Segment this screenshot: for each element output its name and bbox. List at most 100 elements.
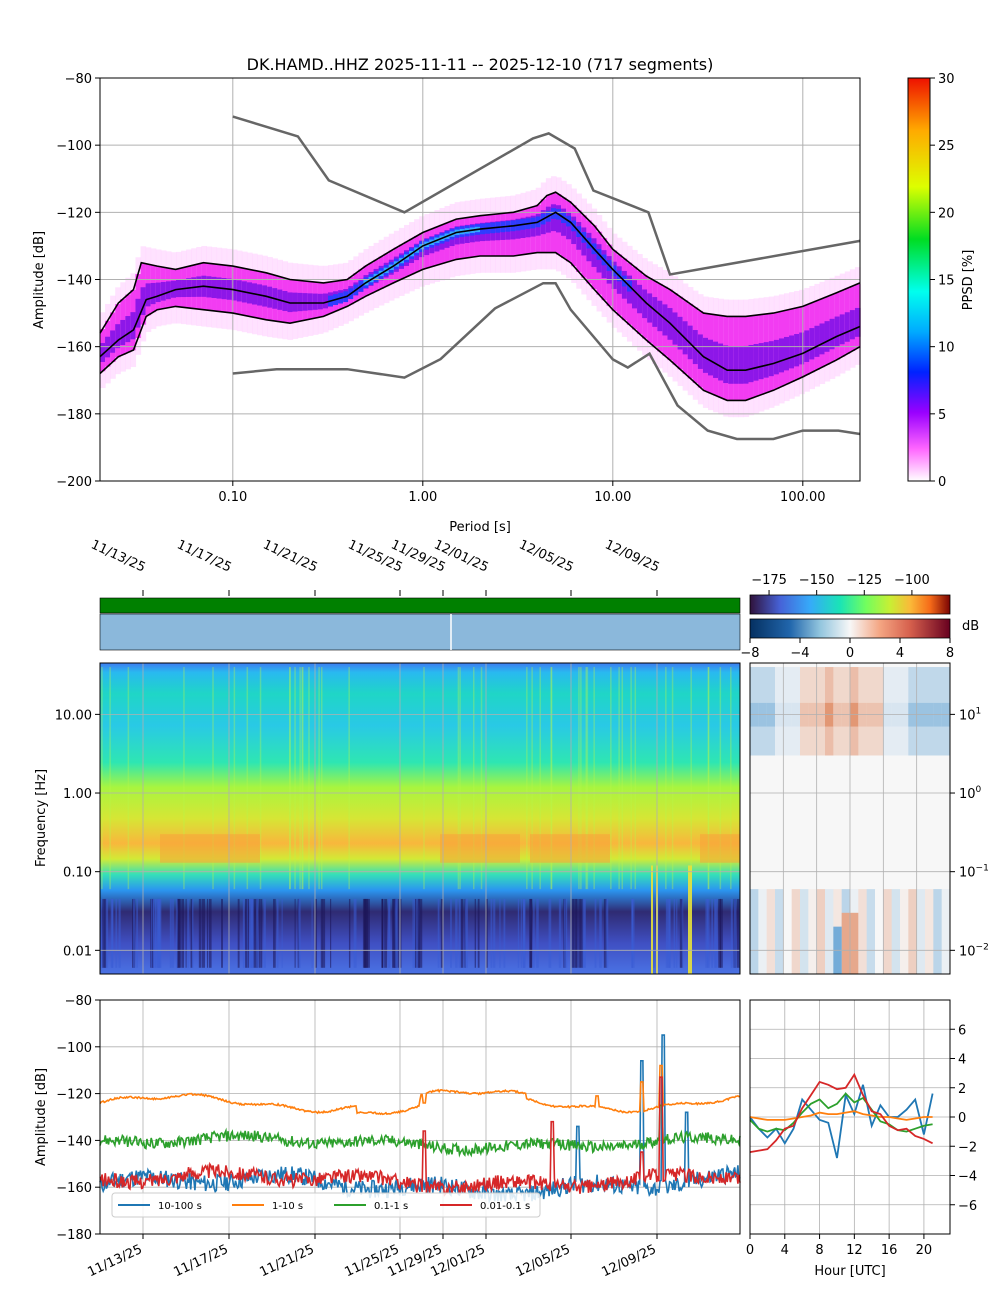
ppsd-cbar-tick-label: 0: [938, 475, 946, 490]
spectrogram-vertical-streak: [289, 667, 291, 890]
spectrogram-lowfreq-streak: [520, 898, 522, 968]
spectrogram-lowfreq-streak: [172, 898, 174, 968]
spectrogram-lowfreq-streak: [631, 898, 633, 968]
ppsd-core-cell: [728, 345, 734, 384]
spectrogram-vertical-streak: [318, 667, 320, 890]
spectrogram-vertical-streak: [459, 667, 461, 890]
ppsd-core-cell: [753, 344, 760, 381]
ppsd-cbar-tick-label: 20: [938, 206, 955, 221]
spectrogram-lowfreq-streak: [159, 898, 162, 968]
spectrogram-vertical-streak: [550, 667, 552, 890]
ppsd-core-cell: [150, 282, 157, 305]
timeseries-legend-label: 0.1-1 s: [374, 1201, 408, 1212]
diurnal-bands-ytick-label: 6: [958, 1023, 966, 1038]
spectrogram-lowfreq-streak: [314, 898, 318, 968]
diurnal-bands-xtick-label: 16: [881, 1243, 898, 1258]
ppsd-core-cell: [647, 293, 653, 323]
diurnal-cbar-tick-label: 0: [846, 646, 854, 661]
timeseries-x-ticks: 11/13/25 11/17/25 11/21/25 11/25/2511/29/25…: [85, 1234, 659, 1280]
spectrogram-lowfreq-streak: [631, 898, 635, 968]
diurnal-bands-xtick-label: 12: [846, 1243, 863, 1258]
spectrogram-vertical-streak: [610, 667, 612, 890]
spectrogram-lowfreq-streak: [247, 898, 250, 968]
spectrogram-vertical-streak: [719, 667, 722, 890]
ppsd-core-cell: [718, 343, 724, 381]
spectrogram-lowfreq-streak: [208, 898, 212, 968]
ppsd-core-cell: [708, 339, 714, 376]
spectrogram-lowfreq-streak: [493, 898, 496, 968]
spectrogram-lowfreq-streak: [584, 898, 586, 968]
timeseries-legend-label: 0.01-0.1 s: [480, 1201, 530, 1212]
diurnal-cell: [750, 889, 759, 974]
spectrogram-event-streak: [690, 865, 692, 974]
spectrogram-cbar-tick-label: −100: [894, 573, 930, 588]
spectrogram-lowfreq-streak: [157, 898, 161, 968]
spectrogram-vertical-streak: [233, 667, 236, 890]
spectrogram-vertical-streak: [480, 667, 483, 890]
diurnal-ytick-base: 10: [959, 787, 976, 802]
spectrogram-vertical-streak: [308, 667, 310, 890]
spectrogram-lowfreq-streak: [258, 898, 261, 968]
spectrogram-lowfreq-streak: [418, 898, 421, 968]
diurnal-bands-ytick-label: 0: [958, 1111, 966, 1126]
percentile-median: [99, 211, 861, 372]
ppsd-x-ticks: 0.10 1.00 10.00 100.00: [218, 481, 826, 505]
spectrogram-microseism-patch: [440, 834, 520, 863]
spectrogram-panel: 0.01 0.10 1.00 10.00 Frequency [Hz]: [34, 662, 741, 975]
ppsd-core-cell: [322, 293, 329, 309]
percentile-lower: [99, 251, 861, 402]
spectrogram-lowfreq-streak: [705, 898, 709, 968]
diurnal-bands-xlabel: Hour [UTC]: [814, 1264, 885, 1279]
diurnal-cell: [816, 889, 826, 974]
spectrogram-lowfreq-streak: [320, 898, 323, 968]
ppsd-core-cell: [834, 316, 841, 347]
spectrogram-lowfreq-streak: [263, 898, 266, 968]
spectrogram-ytick-label: 10.00: [55, 708, 92, 723]
spectrogram-lowfreq-streak: [366, 898, 370, 968]
timeseries-ylabel: Amplitude [dB]: [34, 1068, 49, 1166]
diurnal-cell: [866, 889, 876, 974]
ppsd-core-cell: [302, 293, 309, 311]
ppsd-core-cell: [789, 335, 795, 369]
spectrogram-lowfreq-streak: [311, 898, 313, 968]
ppsd-colorbar: [907, 77, 931, 482]
spectrogram-lowfreq-streak: [176, 898, 178, 968]
spectrogram-vertical-streak: [526, 667, 528, 890]
spectrogram-lowfreq-streak: [522, 898, 526, 968]
ppsd-core-cell: [120, 319, 126, 346]
diurnal-bands-y-ticks: −6 −4 −2 0 2 4 6: [950, 1023, 977, 1214]
ppsd-ytick-label: −80: [65, 72, 92, 87]
spectrogram-vertical-streak: [423, 667, 425, 890]
spectrogram-lowfreq-streak: [440, 898, 443, 968]
spectrogram-lowfreq-streak: [733, 898, 737, 968]
diurnal-cell: [758, 889, 768, 974]
timeseries-line-0-01-0-1-s: [99, 1076, 741, 1198]
ppsd-cbar-tick-label: 30: [938, 72, 955, 87]
ppsd-core-cell: [829, 318, 836, 350]
spectrogram-vertical-streak: [289, 667, 291, 890]
ppsd-ytick-label: −180: [56, 408, 92, 423]
spectrogram-lowfreq-streak: [485, 898, 488, 968]
top-date-label: 11/21/25: [260, 537, 319, 575]
top-date-label: 12/09/25: [602, 537, 661, 575]
spectrogram-lowfreq-streak: [499, 898, 501, 968]
diurnal-ytick-base: 10: [959, 944, 976, 959]
diurnal-cell: [925, 889, 934, 974]
spectrogram-lowfreq-streak: [249, 898, 252, 968]
diurnal-cell: [783, 889, 793, 974]
spectrogram-lowfreq-streak: [414, 898, 417, 968]
timeseries-xtick-label: 11/21/25: [257, 1242, 316, 1280]
diurnal-bands-ytick-label: −6: [958, 1199, 977, 1214]
spectrogram-vertical-streak: [127, 667, 130, 890]
spectrogram-event-streak: [688, 865, 690, 974]
spectrogram-vertical-streak: [586, 667, 589, 890]
spectrogram-vertical-streak: [259, 667, 262, 890]
diurnal-heatmap-frame: [749, 662, 951, 975]
spectrogram-lowfreq-streak: [185, 898, 187, 968]
spectrogram-cbar-tick-label: −175: [751, 573, 787, 588]
diurnal-ytick-exp: −2: [976, 942, 989, 952]
spectrogram-event-streak: [651, 865, 653, 974]
ppsd-core-cell: [292, 292, 299, 312]
ppsd-core-cell: [652, 297, 658, 327]
